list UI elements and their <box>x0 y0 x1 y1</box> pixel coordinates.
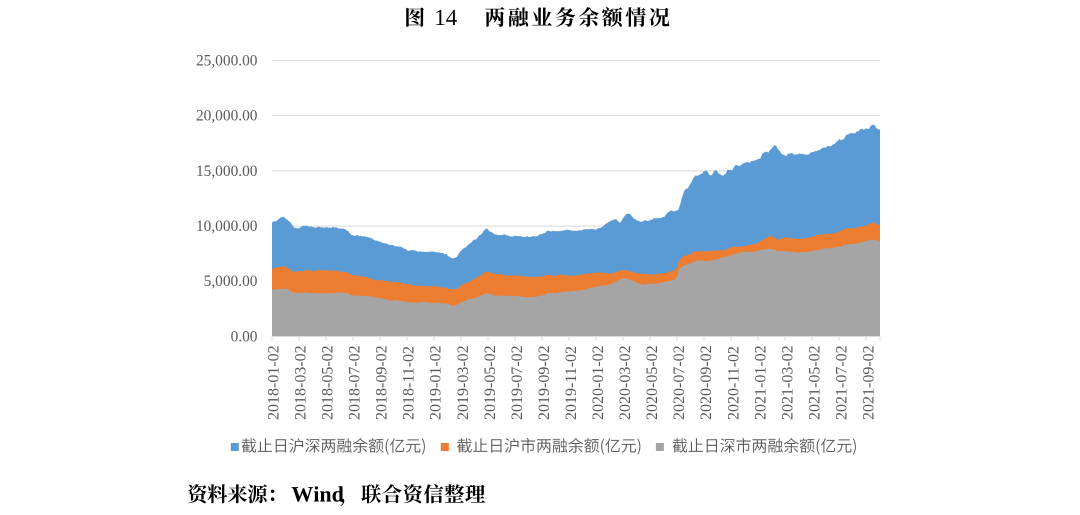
svg-text:2019-11-02: 2019-11-02 <box>563 346 580 420</box>
svg-text:20,000.00: 20,000.00 <box>196 108 258 125</box>
svg-text:2021-03-02: 2021-03-02 <box>779 345 796 420</box>
svg-text:2021-09-02: 2021-09-02 <box>861 345 878 420</box>
svg-text:2018-11-02: 2018-11-02 <box>401 346 418 420</box>
svg-text:2019-05-02: 2019-05-02 <box>482 345 499 420</box>
svg-text:2021-07-02: 2021-07-02 <box>833 345 850 420</box>
svg-text:2020-05-02: 2020-05-02 <box>644 345 661 420</box>
svg-text:2018-01-02: 2018-01-02 <box>265 345 282 420</box>
svg-text:15,000.00: 15,000.00 <box>196 163 258 180</box>
svg-text:2019-09-02: 2019-09-02 <box>536 345 553 420</box>
svg-text:2020-07-02: 2020-07-02 <box>671 345 688 420</box>
svg-text:2020-11-02: 2020-11-02 <box>725 346 742 420</box>
svg-text:10,000.00: 10,000.00 <box>196 218 258 235</box>
svg-text:2019-03-02: 2019-03-02 <box>455 345 472 420</box>
svg-text:2020-03-02: 2020-03-02 <box>617 345 634 420</box>
svg-text:2018-09-02: 2018-09-02 <box>374 345 391 420</box>
svg-text:2020-09-02: 2020-09-02 <box>698 345 715 420</box>
svg-text:0.00: 0.00 <box>231 328 258 345</box>
svg-text:2019-01-02: 2019-01-02 <box>428 345 445 420</box>
svg-text:2020-01-02: 2020-01-02 <box>590 345 607 420</box>
svg-text:2019-07-02: 2019-07-02 <box>509 345 526 420</box>
svg-text:2018-03-02: 2018-03-02 <box>292 345 309 420</box>
svg-text:2021-01-02: 2021-01-02 <box>752 345 769 420</box>
svg-text:25,000.00: 25,000.00 <box>196 52 258 69</box>
svg-text:5,000.00: 5,000.00 <box>204 273 258 290</box>
svg-text:2018-05-02: 2018-05-02 <box>320 345 337 420</box>
svg-text:2018-07-02: 2018-07-02 <box>347 345 364 420</box>
svg-text:2021-05-02: 2021-05-02 <box>806 345 823 420</box>
